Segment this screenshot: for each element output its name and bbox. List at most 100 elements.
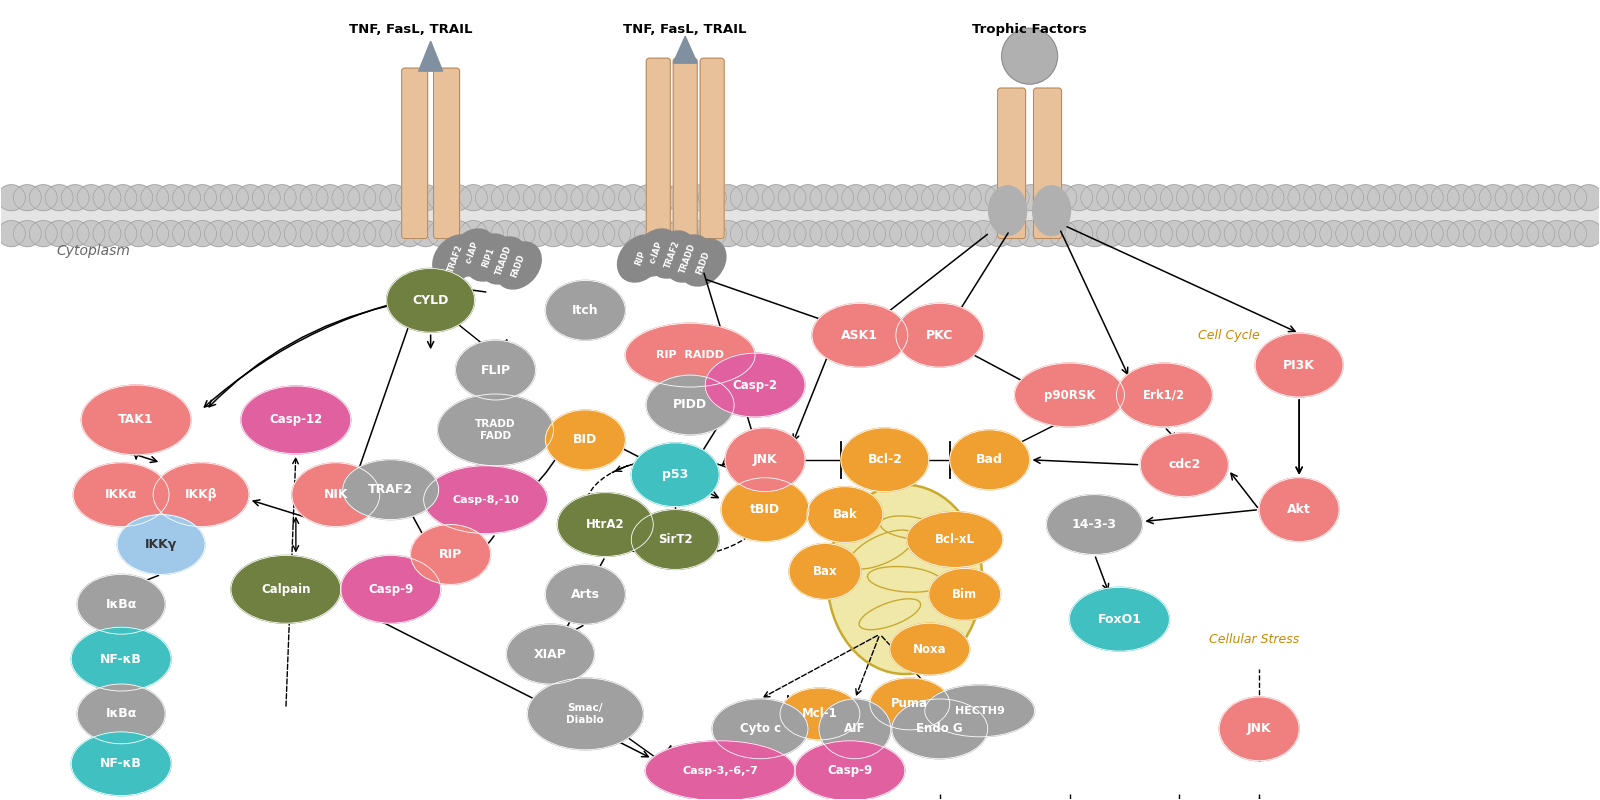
Ellipse shape — [954, 185, 981, 210]
Text: ASK1: ASK1 — [842, 329, 878, 342]
Ellipse shape — [1462, 185, 1491, 210]
Text: BID: BID — [573, 434, 597, 446]
Ellipse shape — [819, 699, 891, 758]
Ellipse shape — [237, 221, 264, 246]
Ellipse shape — [571, 185, 598, 210]
Text: Bcl-2: Bcl-2 — [867, 454, 902, 466]
Ellipse shape — [683, 221, 710, 246]
Ellipse shape — [1096, 221, 1125, 246]
Text: Bax: Bax — [813, 565, 837, 578]
Text: TRAF2: TRAF2 — [368, 483, 413, 496]
Text: IKKα: IKKα — [106, 488, 138, 501]
Ellipse shape — [714, 185, 742, 210]
Ellipse shape — [269, 185, 296, 210]
Text: cdc2: cdc2 — [1168, 458, 1200, 471]
Ellipse shape — [29, 221, 58, 246]
Ellipse shape — [706, 353, 805, 417]
Ellipse shape — [1416, 221, 1443, 246]
Ellipse shape — [1542, 185, 1571, 210]
Ellipse shape — [291, 462, 379, 526]
Ellipse shape — [221, 221, 248, 246]
Ellipse shape — [317, 221, 344, 246]
Ellipse shape — [650, 231, 694, 278]
Ellipse shape — [1018, 221, 1045, 246]
Text: TNF, FasL, TRAIL: TNF, FasL, TRAIL — [349, 22, 472, 36]
Bar — [2, 198, 1598, 234]
Text: Puma: Puma — [891, 698, 928, 710]
Ellipse shape — [507, 624, 594, 684]
Ellipse shape — [890, 185, 917, 210]
Ellipse shape — [427, 185, 456, 210]
Ellipse shape — [347, 221, 376, 246]
Ellipse shape — [1128, 221, 1157, 246]
Ellipse shape — [1224, 185, 1253, 210]
Text: NF-κB: NF-κB — [101, 653, 142, 666]
Ellipse shape — [29, 185, 58, 210]
Ellipse shape — [1336, 221, 1363, 246]
Ellipse shape — [1510, 221, 1539, 246]
Text: Mcl-1: Mcl-1 — [802, 707, 838, 721]
Ellipse shape — [72, 732, 171, 796]
FancyBboxPatch shape — [434, 68, 459, 238]
Ellipse shape — [546, 281, 626, 340]
Ellipse shape — [424, 466, 547, 534]
Ellipse shape — [450, 229, 496, 276]
Ellipse shape — [1494, 221, 1523, 246]
Ellipse shape — [1558, 185, 1587, 210]
Ellipse shape — [77, 221, 106, 246]
Text: RIP: RIP — [438, 548, 462, 561]
Ellipse shape — [762, 221, 790, 246]
Ellipse shape — [491, 185, 520, 210]
Text: JNK: JNK — [752, 454, 778, 466]
Ellipse shape — [778, 221, 806, 246]
Polygon shape — [674, 36, 698, 63]
Ellipse shape — [762, 185, 790, 210]
Ellipse shape — [317, 185, 344, 210]
Ellipse shape — [1320, 221, 1347, 246]
Ellipse shape — [1352, 221, 1379, 246]
Ellipse shape — [72, 627, 171, 691]
Ellipse shape — [45, 185, 74, 210]
Ellipse shape — [1526, 221, 1555, 246]
Ellipse shape — [1574, 221, 1600, 246]
Text: Casp-2: Casp-2 — [733, 378, 778, 391]
Text: Erk1/2: Erk1/2 — [1144, 389, 1186, 402]
Ellipse shape — [438, 394, 554, 466]
FancyBboxPatch shape — [674, 58, 698, 238]
Ellipse shape — [141, 221, 168, 246]
Ellipse shape — [301, 185, 328, 210]
Text: Akt: Akt — [1288, 503, 1310, 516]
Ellipse shape — [395, 185, 424, 210]
Ellipse shape — [1160, 221, 1189, 246]
Ellipse shape — [632, 443, 718, 506]
Text: Casp-9: Casp-9 — [827, 764, 872, 778]
Ellipse shape — [874, 221, 902, 246]
Text: RIP  RAIDD: RIP RAIDD — [656, 350, 725, 360]
Ellipse shape — [794, 185, 822, 210]
Ellipse shape — [1002, 185, 1029, 210]
Ellipse shape — [0, 185, 26, 210]
Ellipse shape — [1240, 185, 1269, 210]
Text: FoxO1: FoxO1 — [1098, 613, 1141, 626]
Ellipse shape — [237, 185, 264, 210]
Ellipse shape — [906, 221, 933, 246]
Ellipse shape — [427, 221, 456, 246]
Ellipse shape — [1384, 185, 1411, 210]
Ellipse shape — [842, 221, 870, 246]
Ellipse shape — [1144, 185, 1173, 210]
Ellipse shape — [646, 375, 734, 435]
Ellipse shape — [1336, 185, 1363, 210]
Ellipse shape — [1046, 494, 1142, 554]
Ellipse shape — [434, 235, 478, 282]
Ellipse shape — [1066, 221, 1093, 246]
Text: IκBα: IκBα — [106, 598, 138, 610]
FancyBboxPatch shape — [646, 58, 670, 238]
Ellipse shape — [93, 185, 122, 210]
FancyBboxPatch shape — [402, 68, 427, 238]
Ellipse shape — [938, 221, 965, 246]
Ellipse shape — [1368, 185, 1395, 210]
Ellipse shape — [712, 699, 808, 758]
Ellipse shape — [347, 185, 376, 210]
Ellipse shape — [253, 221, 280, 246]
Ellipse shape — [1526, 185, 1555, 210]
